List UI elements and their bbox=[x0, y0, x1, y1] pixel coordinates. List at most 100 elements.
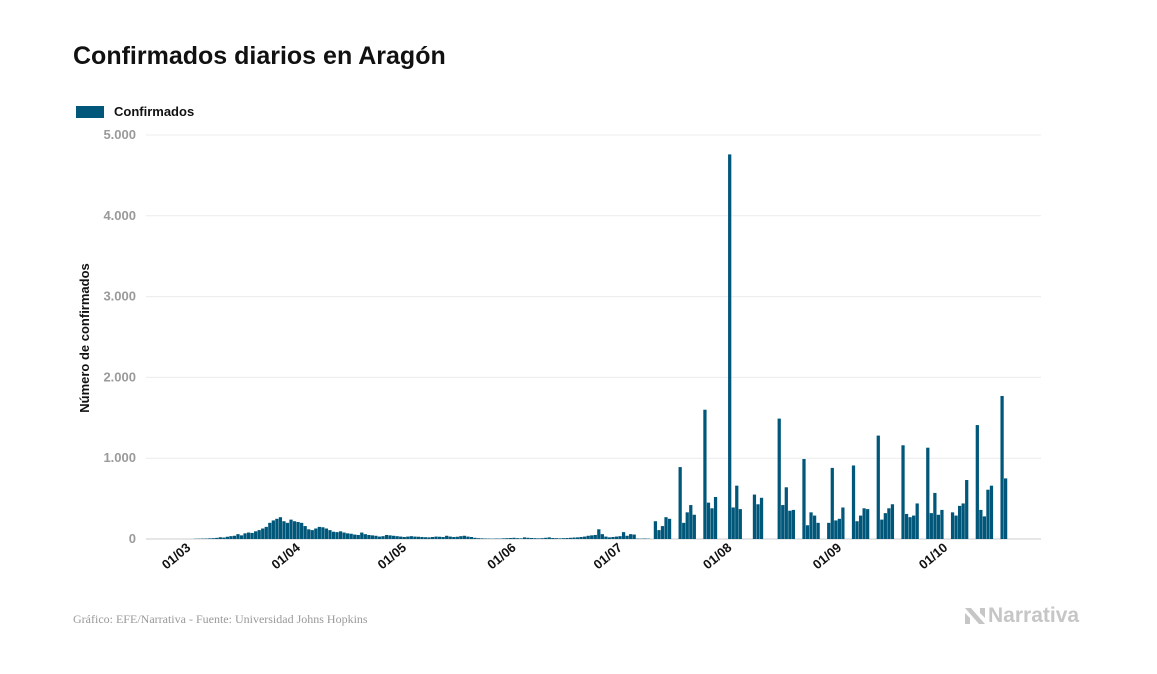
bar bbox=[950, 512, 955, 539]
legend-swatch bbox=[76, 105, 104, 118]
bar bbox=[501, 538, 505, 539]
chart-title: Confirmados diarios en Aragón bbox=[73, 42, 446, 70]
bar bbox=[409, 536, 413, 539]
bar bbox=[784, 487, 788, 539]
bar bbox=[544, 537, 548, 539]
bar bbox=[713, 496, 718, 539]
bar bbox=[342, 532, 346, 539]
bar bbox=[579, 536, 583, 539]
bar bbox=[328, 530, 332, 539]
bar bbox=[625, 535, 629, 539]
bar bbox=[936, 514, 941, 539]
bar bbox=[434, 536, 438, 539]
bar bbox=[392, 535, 396, 539]
bar bbox=[781, 505, 785, 539]
bar bbox=[682, 522, 686, 539]
bar bbox=[735, 485, 739, 539]
bar bbox=[370, 535, 375, 539]
bar bbox=[459, 536, 463, 539]
y-axis-label: Número de confirmados bbox=[77, 263, 92, 413]
bar bbox=[791, 509, 795, 539]
bar bbox=[427, 537, 431, 539]
bar bbox=[685, 512, 689, 539]
bar bbox=[296, 522, 300, 539]
y-tick-label: 3.000 bbox=[103, 289, 136, 304]
bar bbox=[211, 538, 215, 539]
bar bbox=[979, 509, 983, 539]
bar bbox=[1004, 478, 1008, 539]
bar bbox=[890, 504, 895, 539]
bar bbox=[604, 536, 608, 539]
bar bbox=[215, 537, 219, 539]
bar bbox=[254, 531, 258, 539]
bar bbox=[399, 536, 403, 539]
bar bbox=[310, 530, 314, 539]
bar bbox=[533, 538, 537, 539]
bar bbox=[554, 538, 558, 539]
bar bbox=[229, 536, 233, 539]
bar bbox=[349, 533, 353, 539]
bar bbox=[756, 504, 760, 539]
bar bbox=[257, 530, 261, 539]
bar bbox=[653, 521, 658, 539]
bar bbox=[926, 447, 930, 539]
bar bbox=[423, 537, 428, 539]
bar bbox=[568, 537, 573, 539]
bar bbox=[558, 538, 562, 539]
bar bbox=[395, 536, 399, 539]
bar bbox=[965, 480, 969, 539]
bar bbox=[437, 536, 442, 539]
bar bbox=[689, 505, 693, 539]
gridlines bbox=[146, 134, 1041, 540]
bar bbox=[812, 515, 817, 539]
bar bbox=[940, 509, 944, 539]
bar bbox=[565, 538, 569, 539]
bar bbox=[989, 485, 994, 539]
bar bbox=[208, 538, 212, 539]
bar bbox=[547, 537, 551, 539]
bar bbox=[338, 531, 343, 539]
bar bbox=[469, 536, 474, 539]
bar bbox=[314, 528, 318, 539]
bar bbox=[590, 535, 594, 539]
bar bbox=[448, 536, 452, 539]
bar bbox=[706, 502, 711, 539]
bar bbox=[264, 526, 268, 539]
bar bbox=[600, 534, 604, 539]
bar bbox=[667, 518, 672, 539]
bar bbox=[353, 534, 357, 539]
bar bbox=[657, 530, 661, 539]
bar bbox=[929, 513, 933, 539]
y-tick-label: 4.000 bbox=[103, 208, 136, 223]
bar bbox=[225, 536, 229, 539]
bar bbox=[505, 538, 509, 539]
bar bbox=[367, 534, 371, 539]
bar bbox=[915, 503, 919, 539]
bar bbox=[759, 497, 764, 539]
bar bbox=[586, 535, 590, 539]
bar bbox=[958, 505, 962, 539]
bar bbox=[282, 521, 286, 539]
bar bbox=[876, 435, 880, 539]
bar bbox=[551, 538, 555, 539]
narrativa-logo-icon bbox=[965, 608, 985, 624]
bar bbox=[593, 534, 597, 539]
bar bbox=[777, 418, 781, 539]
bar bbox=[441, 536, 445, 539]
bar bbox=[462, 535, 466, 539]
bar bbox=[455, 536, 459, 539]
bar bbox=[880, 519, 884, 539]
bar bbox=[268, 522, 272, 539]
bar bbox=[377, 536, 382, 539]
bar bbox=[232, 535, 237, 539]
bar bbox=[540, 538, 544, 539]
bar bbox=[239, 535, 244, 539]
y-tick-label: 5.000 bbox=[103, 127, 136, 142]
bar bbox=[335, 532, 339, 539]
bar bbox=[331, 531, 336, 539]
bar bbox=[271, 520, 275, 539]
bar bbox=[614, 536, 619, 539]
bar bbox=[703, 409, 707, 539]
bar bbox=[816, 522, 820, 539]
bar bbox=[607, 537, 612, 539]
